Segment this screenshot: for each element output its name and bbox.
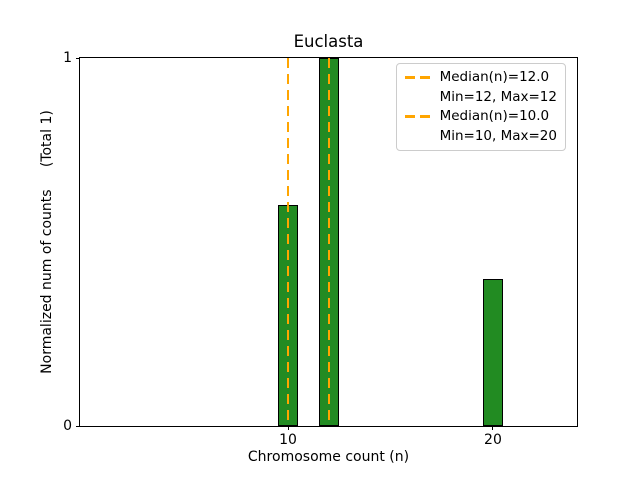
legend-item: Median(n)=10.0 — [404, 107, 557, 127]
y-tick-label: 1 — [63, 50, 72, 66]
x-axis-label: Chromosome count (n) — [247, 449, 410, 465]
bar-x20 — [482, 278, 504, 426]
median-line-x10 — [286, 58, 290, 426]
x-tick-mark — [492, 426, 494, 430]
legend-item: Min=12, Max=12 — [405, 88, 557, 108]
median-line-x12 — [327, 58, 331, 426]
legend-empty-swatch — [405, 96, 430, 99]
legend-item-label: Median(n)=12.0 — [439, 69, 550, 85]
legend-item: Min=10, Max=20 — [405, 127, 557, 147]
legend-dash-icon — [404, 76, 430, 80]
chart-title: Euclasta — [293, 32, 364, 51]
x-tick-mark — [287, 426, 289, 430]
legend-item-label: Min=10, Max=20 — [439, 127, 557, 144]
legend-item: Median(n)=12.0 — [404, 68, 557, 88]
plot-area: Median(n)=12.0 Min=12, Max=12 Median(n)=10… — [63, 50, 578, 448]
legend-item-label: Min=12, Max=12 — [439, 88, 557, 105]
legend-empty-swatch — [405, 135, 430, 138]
x-tick-label: 10 — [279, 432, 297, 448]
legend-item-label: Median(n)=10.0 — [439, 108, 550, 124]
legend: Median(n)=12.0 Min=12, Max=12 Median(n)=10… — [395, 63, 566, 151]
y-tick-mark — [76, 57, 80, 59]
x-tick-label: 20 — [484, 432, 502, 448]
y-tick-label: 0 — [63, 418, 72, 434]
legend-dash-icon — [404, 115, 430, 119]
y-tick-mark — [76, 425, 80, 427]
y-axis-label: Normalized num of counts (Total 1) — [39, 110, 55, 374]
